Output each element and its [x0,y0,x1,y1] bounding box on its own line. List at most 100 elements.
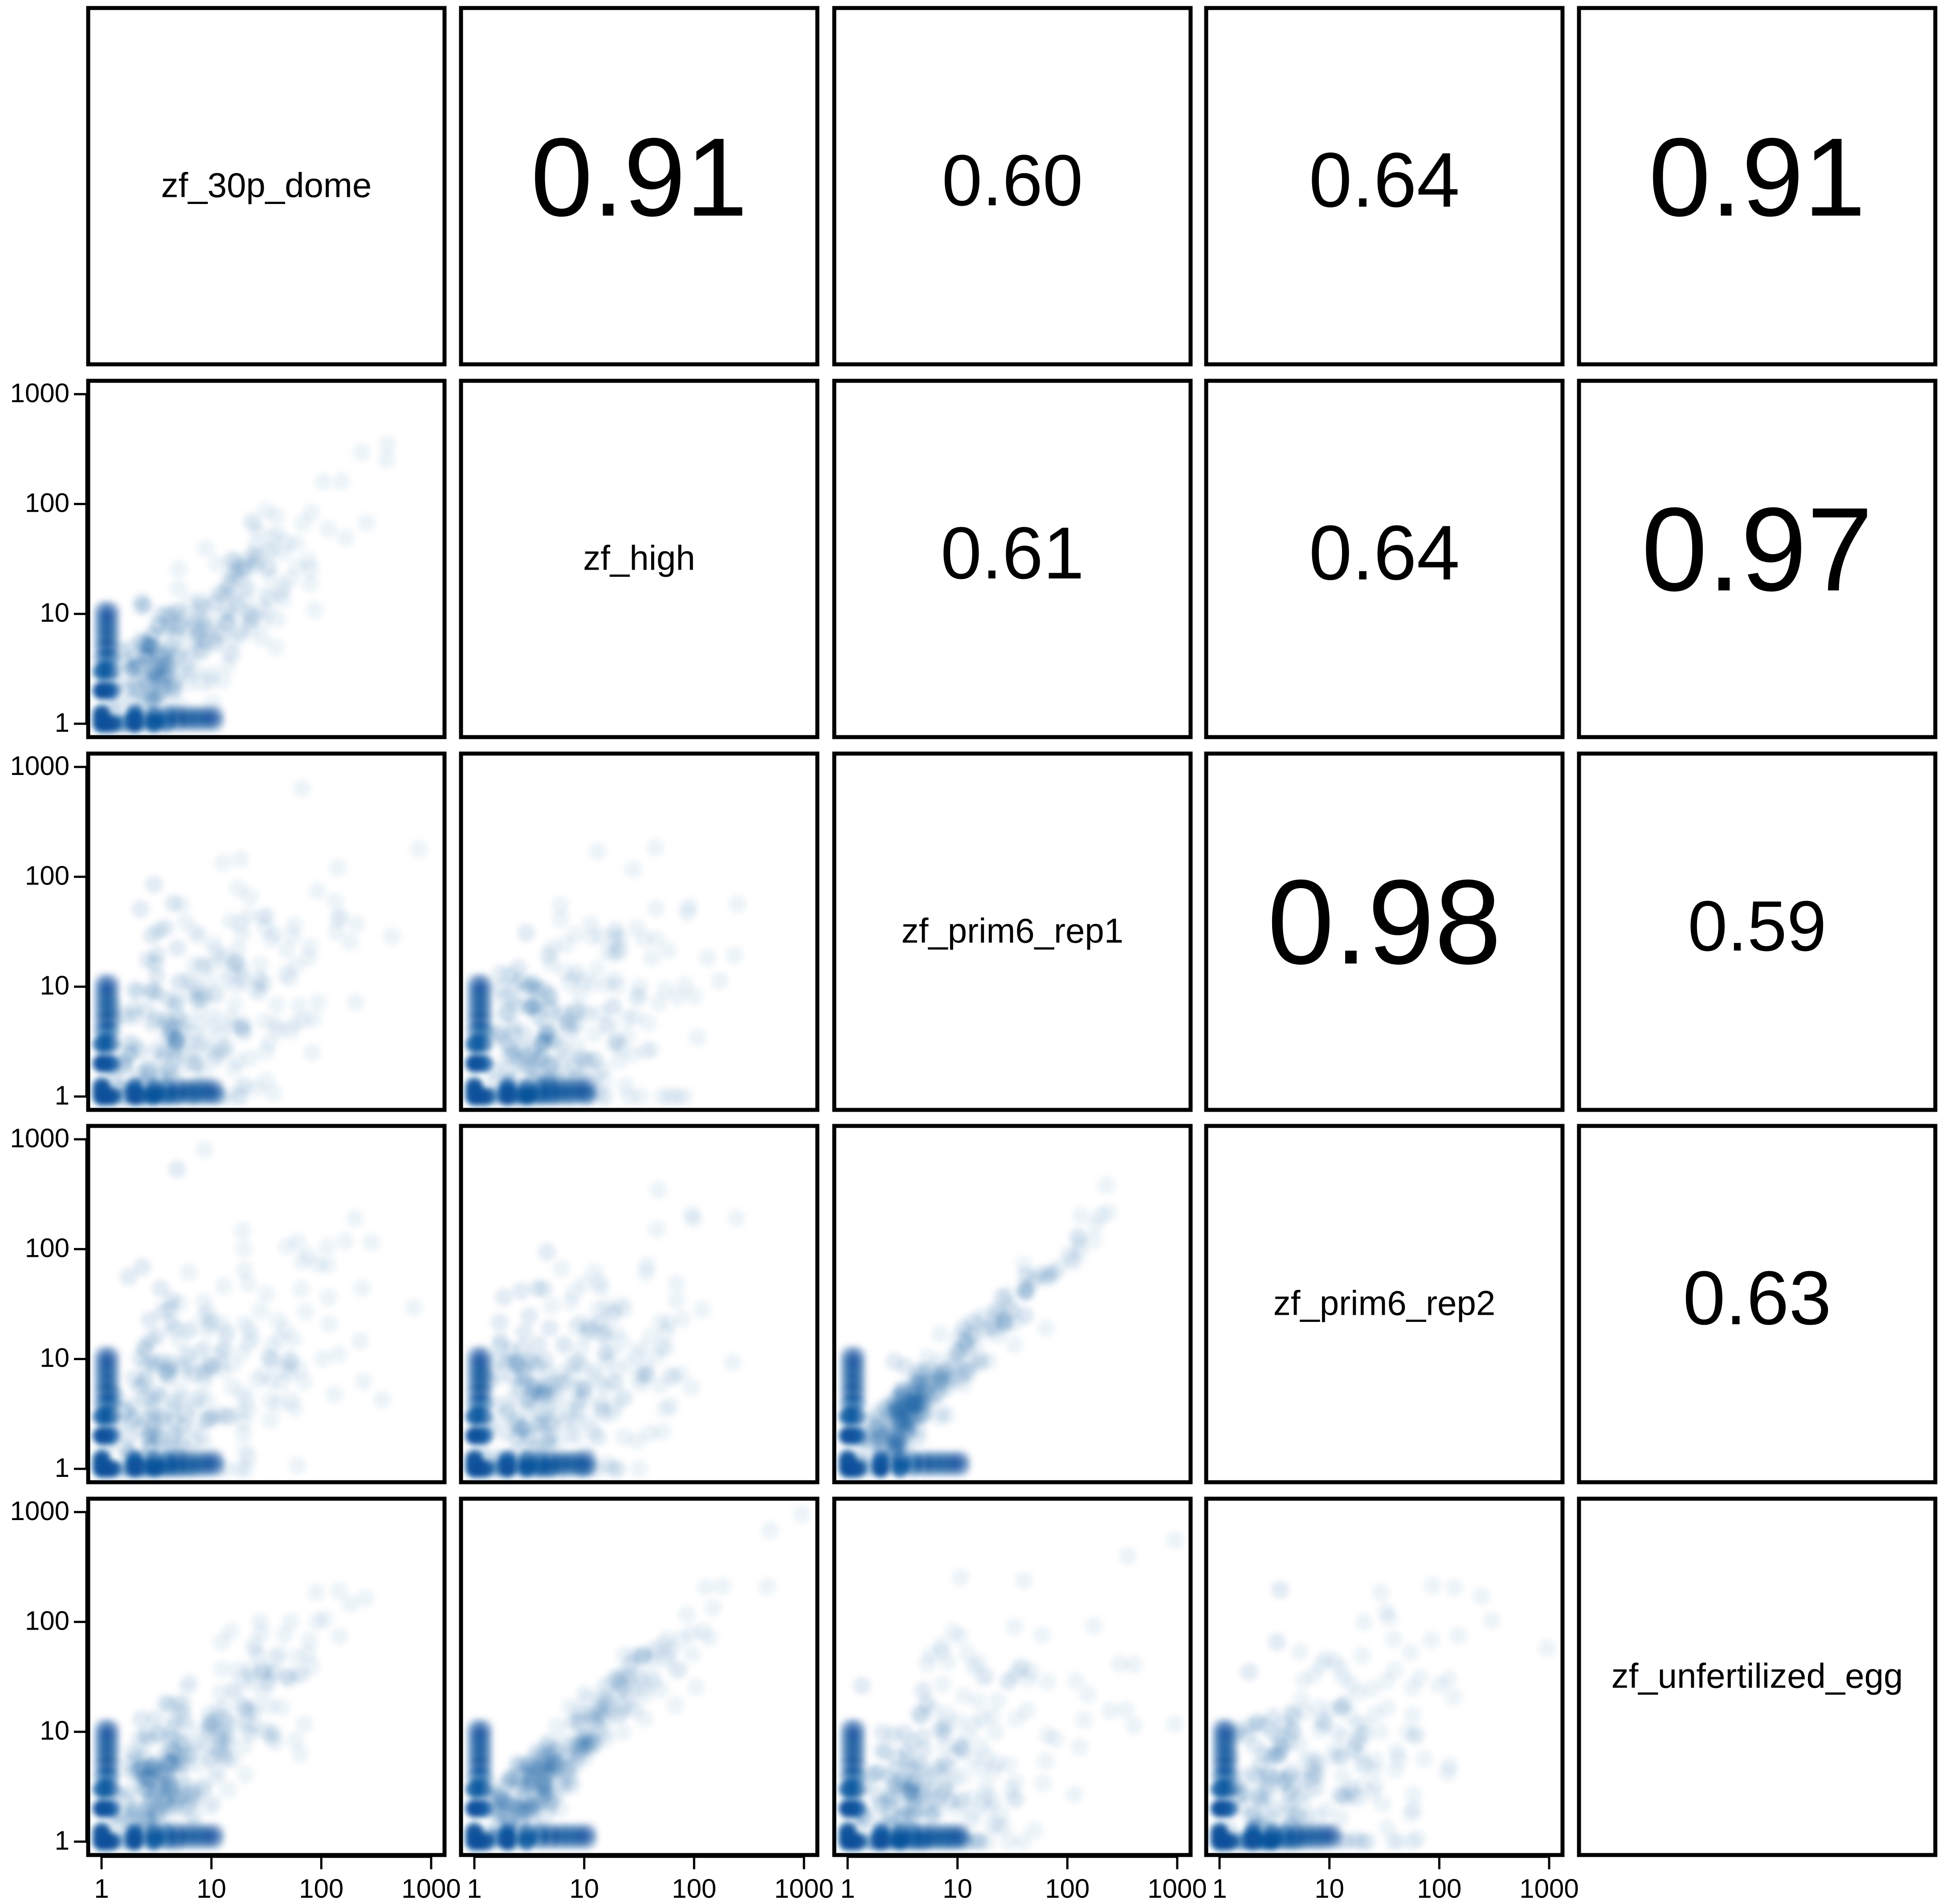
panels-layer: zf_30p_domezf_highzf_prim6_rep1zf_prim6_… [10,6,1938,1904]
scatter-point [257,908,275,926]
scatter-point [725,946,743,964]
scatter-point [687,1678,705,1696]
scatter-point [233,1344,252,1362]
variable-label: zf_high [583,538,695,578]
panel-frame [1204,6,1565,367]
scatter-point [260,1033,278,1052]
scatter-point [850,1345,868,1363]
scatter-point [132,1460,150,1478]
scatter-point [567,1318,585,1336]
scatter-point [552,910,570,929]
scatter-point [141,1439,159,1457]
scatter-point [511,1282,530,1300]
variable-label: zf_prim6_rep2 [1273,1284,1496,1323]
scatter-point [270,1644,288,1663]
scatter-point [850,1718,868,1736]
scatter-point [330,1627,348,1645]
scatter-point [108,1784,126,1802]
scatter-point [233,1222,252,1240]
scatter-point [491,1787,510,1805]
scatter-point [868,1404,886,1423]
scatter-point [474,1364,493,1382]
scatter-point [194,957,212,975]
scatter-point [292,1280,310,1298]
scatter-point [528,1415,547,1433]
scatter-point [223,1378,241,1396]
scatter-point [675,1088,693,1105]
scatter-point [566,1051,584,1069]
scatter-point [93,1780,110,1798]
scatter-point [538,1243,556,1261]
panel-frame [1577,379,1938,739]
scatter-point [378,451,396,469]
scatter-point [330,1345,348,1363]
scatter-point [104,600,122,618]
scatter-point [659,941,677,959]
scatter-point [202,664,220,682]
scatter-point [108,674,126,692]
scatter-point [326,1385,344,1403]
scatter-point [698,949,717,967]
scatter-point [131,900,150,918]
scatter-point [211,1045,229,1064]
scatter-point [497,1423,515,1442]
scatter-point [624,860,642,879]
scatter-point [586,1050,604,1068]
scatter-point [242,1666,260,1684]
scatter-point [477,1718,494,1736]
scatter-point [629,1369,647,1387]
scatter-point [152,605,171,624]
scatter-point [282,1391,300,1410]
scatter-point [543,955,561,973]
scatter-point [273,1360,292,1378]
scatter-point [186,1460,204,1478]
scatter-point [884,1430,902,1448]
scatter-point [336,1232,354,1250]
scatter-point [222,1010,240,1028]
scatter-point [259,559,277,577]
scatter-point [192,640,210,659]
scatter-point [631,1087,649,1105]
scatter-point [228,559,246,578]
scatter-point [501,966,519,984]
scatter-point [700,1629,718,1647]
scatter-point [147,1010,165,1028]
scatter-point [168,1160,186,1178]
scatter-point [178,1679,196,1696]
scatter-point [116,1439,135,1457]
scatter-point [115,1054,133,1072]
scatter-point [616,1077,634,1095]
scatter-point [502,1085,521,1103]
scatter-point [318,1238,336,1256]
scatter-point [346,1210,364,1228]
scatter-point [354,1372,372,1390]
scatter-point [477,1460,495,1478]
scatter-point [93,681,110,700]
scatter-point [648,1220,666,1239]
scatter-point [527,1088,546,1105]
scatter-point [351,1332,369,1350]
scatter-point [169,1008,188,1027]
scatter-point [295,1715,314,1733]
scatter-point [931,1325,949,1343]
scatter-point [656,980,674,999]
scatter-point [236,1765,254,1784]
scatter-point [624,1646,643,1664]
scatter-point [199,1321,217,1339]
scatter-point [239,1274,257,1292]
scatter-point [145,1406,163,1424]
scatter-point [379,436,397,454]
scatter-point [185,1390,204,1408]
scatter-point [104,998,122,1016]
scatter-point [710,972,729,990]
scatter-point [132,1710,150,1729]
scatter-point [341,933,359,951]
scatter-point [332,472,351,490]
scatter-point [264,1084,282,1102]
scatter-point [682,1624,700,1643]
scatter-point [237,1713,255,1732]
scatter-point [347,993,365,1011]
scatter-point [653,1088,671,1105]
scatter-point [206,1017,224,1035]
scatter-point [697,1578,715,1596]
